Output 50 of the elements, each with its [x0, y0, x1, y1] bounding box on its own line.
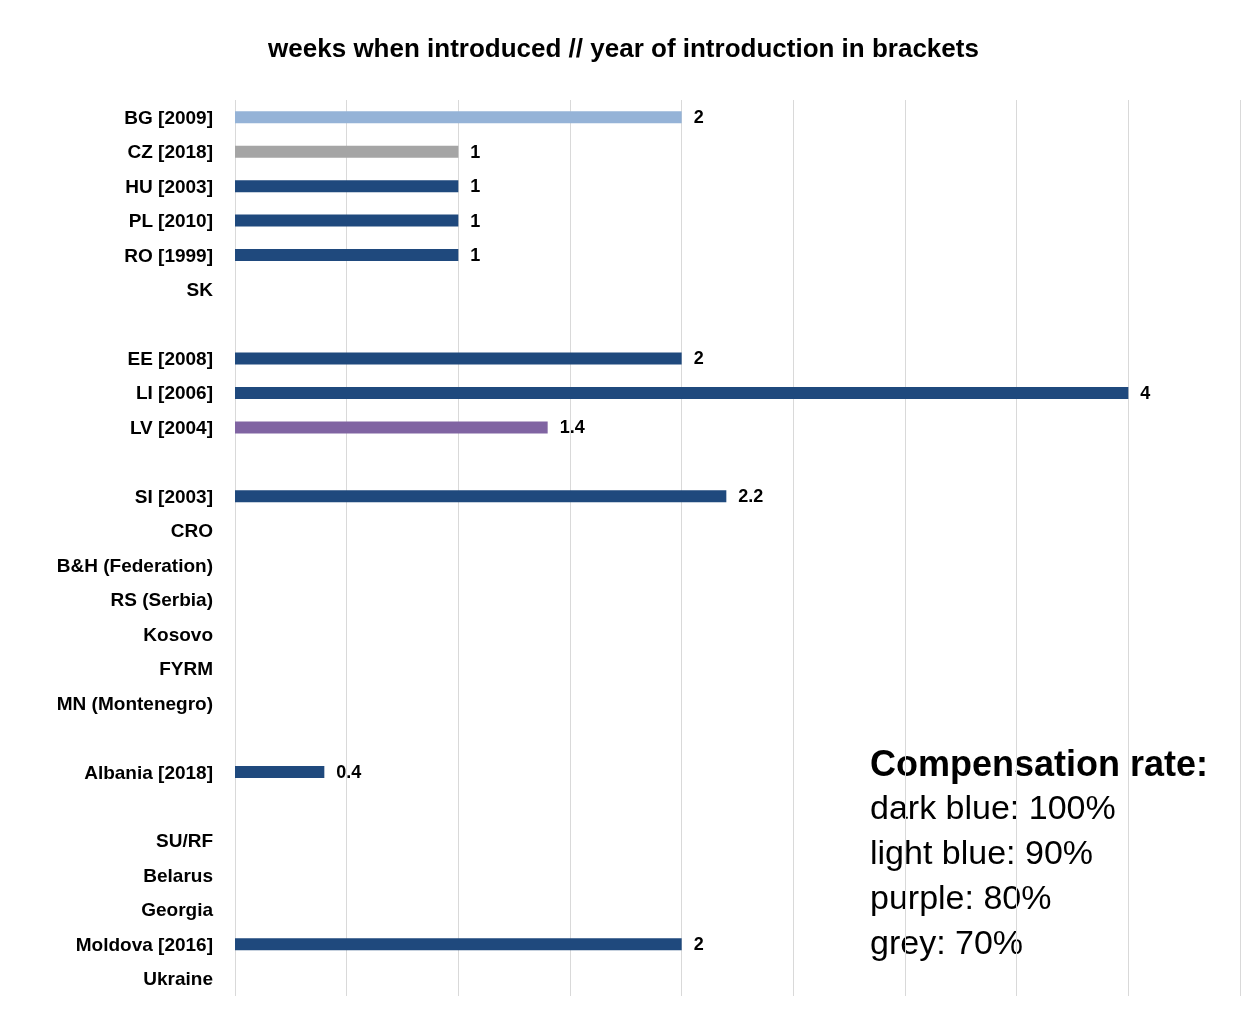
bar [235, 352, 682, 365]
data-label: 2 [693, 934, 704, 955]
bar [235, 180, 459, 193]
y-tick-label: Moldova [2016] [75, 933, 213, 955]
annotation: light blue: 90% [870, 833, 1094, 871]
annotation: grey: 70% [870, 923, 1024, 961]
y-tick-label: B&H (Federation) [56, 554, 213, 576]
data-label: 1 [470, 176, 481, 197]
bar [235, 938, 682, 951]
y-tick-label: SU/RF [156, 830, 213, 852]
y-tick-label: RO [1999] [124, 244, 213, 266]
y-tick-label: CZ [2018] [127, 141, 213, 163]
data-label: 2 [693, 107, 704, 128]
y-tick-label: Belarus [143, 864, 213, 886]
data-label: 1 [470, 210, 481, 231]
bar [235, 386, 1129, 399]
y-tick-label: EE [2008] [127, 347, 213, 369]
bar [235, 421, 548, 434]
y-tick-label: CRO [170, 520, 213, 542]
y-tick-label: Kosovo [143, 623, 213, 645]
annotation: dark blue: 100% [870, 788, 1116, 826]
y-tick-label: PL [2010] [128, 210, 213, 232]
data-label: 1 [470, 245, 481, 266]
bar [235, 249, 459, 262]
y-tick-label: Georgia [141, 899, 214, 921]
annotation: Compensation rate: [870, 742, 1209, 784]
bar [235, 111, 682, 124]
data-label: 1.4 [559, 417, 585, 438]
data-label: 1 [470, 141, 481, 162]
bar [235, 490, 727, 503]
y-tick-label: SI [2003] [134, 485, 213, 507]
y-tick-label: LV [2004] [129, 416, 213, 438]
y-tick-label: Ukraine [143, 968, 213, 990]
data-label: 2.2 [738, 486, 764, 507]
y-tick-label: HU [2003] [125, 175, 213, 197]
chart-title: weeks when introduced // year of introduction in brackets [267, 33, 979, 63]
y-tick-label: SK [186, 279, 214, 301]
y-tick-label: FYRM [159, 658, 213, 680]
bar [235, 145, 459, 158]
y-tick-label: LI [2006] [135, 382, 213, 404]
data-label: 0.4 [336, 762, 362, 782]
y-tick-label: RS (Serbia) [110, 589, 213, 611]
data-label: 4 [1140, 382, 1151, 403]
bar [235, 766, 325, 778]
bar [235, 214, 459, 227]
data-label: 2 [693, 348, 704, 369]
y-tick-label: BG [2009] [124, 106, 213, 128]
y-tick-label: Albania [2018] [84, 761, 213, 783]
annotation: purple: 80% [870, 878, 1052, 916]
y-tick-label: MN (Montenegro) [56, 692, 213, 714]
